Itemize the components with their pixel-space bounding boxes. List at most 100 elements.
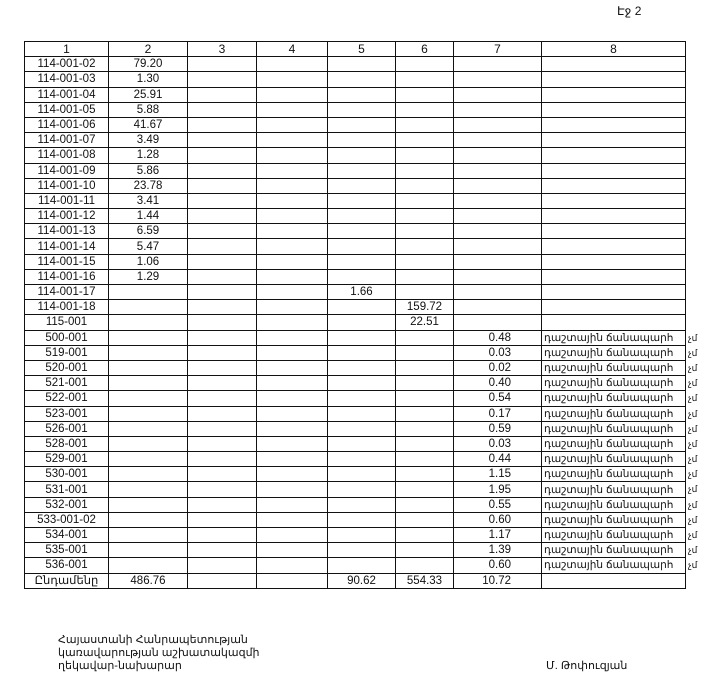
cell-c3 — [187, 435, 257, 453]
cell-c8: դաշտային ճանապարհ չմ — [541, 526, 697, 544]
cell-text: 1.06 — [136, 255, 160, 268]
cell-c6 — [395, 223, 454, 240]
cell-text: 536-001 — [45, 559, 88, 572]
cell-text: 114-001-11 — [37, 194, 96, 207]
cell-c1: 536-001 — [24, 557, 109, 574]
cell-c8 — [541, 223, 686, 240]
cell-text: 0.60 — [488, 513, 511, 526]
cell-c7: 0.03 — [453, 435, 542, 453]
cell-c8 — [541, 208, 686, 225]
table-row: 114-001-15 1.06 — [24, 253, 686, 270]
table-row: 114-001-12 1.44 — [24, 208, 686, 225]
cell-c6 — [395, 375, 454, 392]
table-row: 530-001 1.15 դաշտային ճանապարհ չմ — [24, 466, 697, 483]
table-row: 114-001-11 3.41 — [24, 192, 686, 210]
cell-c3 — [187, 359, 257, 377]
overflow-text: չմ — [688, 378, 698, 389]
cell-c5 — [327, 132, 396, 149]
cell-c2: 3.49 — [108, 132, 188, 149]
cell-text: 520-001 — [45, 362, 88, 375]
cell-c1: 523-001 — [24, 405, 109, 422]
cell-c5 — [327, 329, 396, 346]
cell-c4 — [256, 192, 328, 210]
cell-c6 — [395, 132, 454, 149]
cell-c6 — [395, 86, 454, 103]
cell-c3 — [187, 375, 257, 392]
cell-c7 — [453, 147, 542, 164]
cell-c5 — [327, 542, 396, 559]
cell-c5 — [327, 162, 396, 179]
column-header: 3 — [187, 40, 257, 58]
cell-c1: 114-001-09 — [24, 162, 109, 179]
overflow-text: չմ — [688, 560, 698, 571]
cell-c7: 0.55 — [453, 496, 542, 513]
cell-c2: 6.59 — [108, 223, 188, 240]
cell-c3 — [187, 283, 257, 301]
cell-c3 — [187, 116, 257, 134]
cell-c8 — [541, 192, 686, 210]
cell-text: դաշտային ճանապարհ — [544, 422, 674, 435]
cell-c3 — [187, 299, 257, 316]
cell-c8 — [541, 162, 686, 179]
cell-c5 — [327, 451, 396, 468]
cell-c8 — [541, 268, 686, 286]
overflow-text: չմ — [688, 514, 698, 525]
cell-c5 — [327, 405, 396, 422]
cell-c4 — [256, 344, 328, 361]
cell-c6 — [395, 542, 454, 559]
cell-c2 — [108, 526, 188, 544]
cell-c2: 1.44 — [108, 208, 188, 225]
table-row: 114-001-08 1.28 — [24, 147, 686, 164]
cell-c8 — [541, 314, 686, 331]
overflow-text: չմ — [688, 408, 698, 419]
table-row: 114-001-03 1.30 — [24, 71, 686, 88]
title-line: կառավարության աշխատակազմի — [58, 647, 260, 659]
cell-text: 0.03 — [488, 346, 511, 359]
table-row: 522-001 0.54 դաշտային ճանապարհ չմ — [24, 390, 697, 407]
table-row: 526-001 0.59 դաշտային ճանապարհ չմ — [24, 420, 697, 437]
cell-c1: 531-001 — [24, 481, 109, 498]
cell-c6 — [395, 420, 454, 437]
cell-c5 — [327, 526, 396, 544]
cell-text: դաշտային ճանապարհ — [544, 513, 674, 526]
cell-c3 — [187, 101, 257, 118]
cell-text: 5.88 — [136, 103, 160, 116]
cell-text: 530-001 — [45, 468, 88, 481]
cell-c3 — [187, 177, 257, 194]
table-row: 114-001-02 79.20 — [24, 56, 686, 73]
cell-text: 25.91 — [133, 88, 163, 101]
cell-c4 — [256, 557, 328, 574]
cell-c4 — [256, 132, 328, 149]
cell-c3 — [187, 481, 257, 498]
cell-c4 — [256, 314, 328, 331]
cell-text: դաշտային ճանապարհ — [544, 453, 674, 466]
overflow-text: չմ — [688, 484, 698, 495]
cell-text: 90.62 — [347, 574, 376, 587]
cell-c7: 0.02 — [453, 359, 542, 377]
cell-c3 — [187, 542, 257, 559]
column-header: 2 — [108, 40, 188, 58]
cell-c6 — [395, 451, 454, 468]
cell-c3 — [187, 390, 257, 407]
cell-c2 — [108, 299, 188, 316]
column-header: 1 — [24, 40, 109, 58]
overflow-text: չմ — [688, 332, 698, 343]
cell-c5 — [327, 116, 396, 134]
cell-c4 — [256, 405, 328, 422]
cell-c7 — [453, 268, 542, 286]
cell-text: դաշտային ճանապարհ — [544, 346, 674, 359]
cell-text: դաշտային ճանապարհ — [544, 483, 674, 496]
cell-c1: 114-001-10 — [24, 177, 109, 194]
cell-c2: 5.47 — [108, 238, 188, 255]
table-row: 114-001-13 6.59 — [24, 223, 686, 240]
cell-text: 114-001-10 — [37, 179, 96, 192]
cell-c4 — [256, 375, 328, 392]
cell-text: 114-001-02 — [37, 58, 96, 71]
table-row: 114-001-10 23.78 — [24, 177, 686, 194]
cell-c4 — [256, 86, 328, 103]
cell-text: 114-001-17 — [37, 286, 96, 299]
cell-text: 532-001 — [45, 498, 88, 511]
cell-c4 — [256, 299, 328, 316]
cell-c3 — [187, 238, 257, 255]
cell-c3 — [187, 526, 257, 544]
